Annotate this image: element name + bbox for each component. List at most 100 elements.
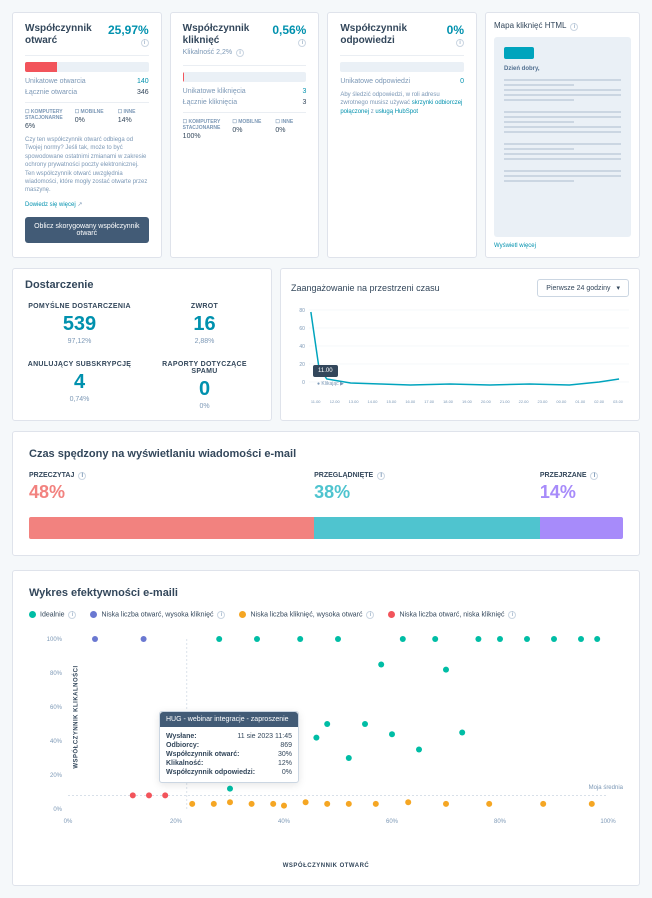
delivery-grid: POMYŚLNE DOSTARCZENIA53997,12%ZWROT162,8…	[25, 303, 259, 410]
svg-text:0%: 0%	[53, 807, 62, 813]
legend-item[interactable]: Niska liczba otwarć, niska kliknięć i	[388, 611, 516, 619]
time-bars	[29, 517, 623, 539]
scatter-point[interactable]	[405, 800, 411, 806]
delivery-stat: POMYŚLNE DOSTARCZENIA53997,12%	[25, 303, 134, 345]
svg-text:23.00: 23.00	[538, 399, 549, 404]
scatter-point[interactable]	[324, 721, 330, 727]
scatter-point[interactable]	[346, 801, 352, 807]
scatter-point[interactable]	[346, 755, 352, 761]
scatter-point[interactable]	[189, 801, 195, 807]
open-rate-bar	[25, 62, 149, 72]
scatter-point[interactable]	[589, 801, 595, 807]
legend-item[interactable]: Niska liczba kliknięć, wysoka otwarć i	[239, 611, 374, 619]
scatter-point[interactable]	[130, 793, 136, 799]
scatter-point[interactable]	[270, 801, 276, 807]
legend-item[interactable]: Niska liczba otwarć, wysoka kliknięć i	[90, 611, 225, 619]
scatter-point[interactable]	[92, 636, 98, 642]
hubspot-link[interactable]: usługą HubSpot	[375, 109, 418, 115]
unique-opens-value: 140	[137, 78, 149, 85]
scatter-point[interactable]	[540, 801, 546, 807]
scatter-point[interactable]	[303, 800, 309, 806]
scatter-point[interactable]	[141, 636, 147, 642]
open-rate-card: Współczynnik otwarć 25,97% i Unikatowe o…	[12, 12, 162, 258]
delivery-stat: RAPORTY DOTYCZĄCE SPAMU00%	[150, 361, 259, 410]
learn-more-link[interactable]: Dowiedz się więcej	[25, 202, 76, 208]
heatmap-card: Mapa kliknięć HTML i Dzień dobry, Wyświe…	[485, 12, 640, 258]
scatter-point[interactable]	[297, 636, 303, 642]
scatter-point[interactable]	[497, 636, 503, 642]
device-col: ☐ KOMPUTERY STACJONARNE6%	[25, 109, 63, 130]
scatter-point[interactable]	[335, 636, 341, 642]
click-rate-value: 0,56%	[272, 23, 306, 37]
scatter-point[interactable]	[254, 636, 260, 642]
heatmap-title: Mapa kliknięć HTML	[494, 21, 566, 30]
scatter-point[interactable]	[400, 636, 406, 642]
info-icon[interactable]: i	[456, 39, 464, 47]
timeframe-select[interactable]: Pierwsze 24 godziny▾	[537, 279, 629, 297]
scatter-point[interactable]	[227, 786, 233, 792]
reply-rate-card: Współczynnik odpowiedzi 0% i Unikatowe o…	[327, 12, 477, 258]
calculate-button[interactable]: Oblicz skorygowany współczynnik otwarć	[25, 217, 149, 243]
tooltip-row: Współczynnik odpowiedzi:0%	[166, 769, 292, 776]
device-col: ☐ MOBILNE0%	[232, 119, 263, 140]
engagement-title: Zaangażowanie na przestrzeni czasu	[291, 283, 440, 293]
chart-legend: ● Klikając ▶	[317, 381, 344, 387]
scatter-point[interactable]	[227, 800, 233, 806]
device-col: ☐ KOMPUTERY STACJONARNE100%	[183, 119, 221, 140]
unique-clicks-value: 3	[302, 88, 306, 95]
svg-text:18.00: 18.00	[443, 399, 454, 404]
scatter-point[interactable]	[443, 801, 449, 807]
scatter-point[interactable]	[281, 803, 287, 809]
svg-text:80%: 80%	[494, 819, 507, 825]
scatter-point[interactable]	[162, 793, 168, 799]
svg-text:20: 20	[299, 362, 305, 368]
scatter-point[interactable]	[486, 801, 492, 807]
open-rate-note: Czy ten współczynnik otwarć odbiega od T…	[25, 136, 149, 195]
svg-text:0: 0	[302, 380, 305, 386]
scatter-point[interactable]	[378, 662, 384, 668]
scatter-point[interactable]	[551, 636, 557, 642]
reply-rate-value: 0%	[447, 23, 464, 37]
scatter-point[interactable]	[389, 732, 395, 738]
svg-text:80: 80	[299, 308, 305, 314]
scatter-point[interactable]	[249, 801, 255, 807]
svg-text:20.00: 20.00	[481, 399, 492, 404]
scatter-point[interactable]	[578, 636, 584, 642]
unique-opens-label: Unikatowe otwarcia	[25, 78, 86, 85]
scatter-point[interactable]	[459, 730, 465, 736]
info-icon[interactable]: i	[570, 23, 578, 31]
scatter-point[interactable]	[211, 801, 217, 807]
open-rate-value: 25,97%	[108, 23, 149, 37]
scatter-point[interactable]	[524, 636, 530, 642]
scatter-point[interactable]	[443, 667, 449, 673]
time-seg-bar	[314, 517, 540, 539]
email-preview[interactable]: Dzień dobry,	[494, 37, 631, 237]
scatter-point[interactable]	[216, 636, 222, 642]
scatter-point[interactable]	[373, 801, 379, 807]
click-rate-title: Współczynnik kliknięć	[183, 23, 273, 47]
svg-text:01.00: 01.00	[575, 399, 586, 404]
preview-greeting: Dzień dobry,	[504, 65, 621, 75]
info-icon[interactable]: i	[298, 39, 306, 47]
tooltip-row: Wysłane:11 sie 2023 11:45	[166, 733, 292, 740]
scatter-point[interactable]	[432, 636, 438, 642]
legend-item[interactable]: Idealnie i	[29, 611, 76, 619]
scatter-point[interactable]	[324, 801, 330, 807]
scatter-point[interactable]	[475, 636, 481, 642]
scatter-point[interactable]	[594, 636, 600, 642]
scatter-point[interactable]	[313, 735, 319, 741]
scatter-point[interactable]	[362, 721, 368, 727]
svg-text:100%: 100%	[600, 819, 616, 825]
chart-tooltip: 11.00	[313, 365, 338, 377]
svg-text:22.00: 22.00	[519, 399, 530, 404]
scatter-point[interactable]	[146, 793, 152, 799]
view-more-link[interactable]: Wyświetl więcej	[494, 243, 631, 249]
info-icon[interactable]: i	[236, 49, 244, 57]
tooltip-row: Klikalność:12%	[166, 760, 292, 767]
reply-note: Aby śledzić odpowiedzi, w roli adresu zw…	[340, 91, 464, 116]
total-opens-label: Łącznie otwarcia	[25, 89, 77, 96]
scatter-point[interactable]	[416, 747, 422, 753]
total-opens-value: 346	[137, 89, 149, 96]
info-icon[interactable]: i	[141, 39, 149, 47]
tooltip-row: Współczynnik otwarć:30%	[166, 751, 292, 758]
